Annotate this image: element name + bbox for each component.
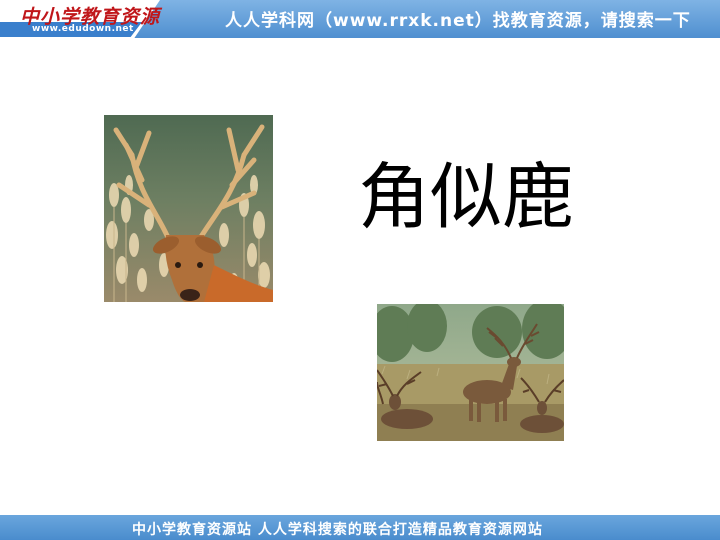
header-tagline: 人人学科网（www.rrxk.net）找教育资源，请搜索一下 (225, 11, 691, 31)
logo-url-background (0, 22, 142, 37)
logo-text: 中小学教育资源 (20, 6, 161, 28)
deer-herd-photo (377, 304, 564, 441)
deer-head-photo (104, 115, 273, 302)
top-banner: 中小学教育资源 www.edudown.net 人人学科网（www.rrxk.n… (0, 0, 720, 38)
logo-url[interactable]: www.edudown.net (32, 24, 134, 34)
bottom-banner (0, 515, 720, 540)
footer-text: 中小学教育资源站 人人学科搜索的联合打造精品教育资源网站 (132, 522, 543, 538)
slide-title: 角似鹿 (358, 155, 575, 239)
